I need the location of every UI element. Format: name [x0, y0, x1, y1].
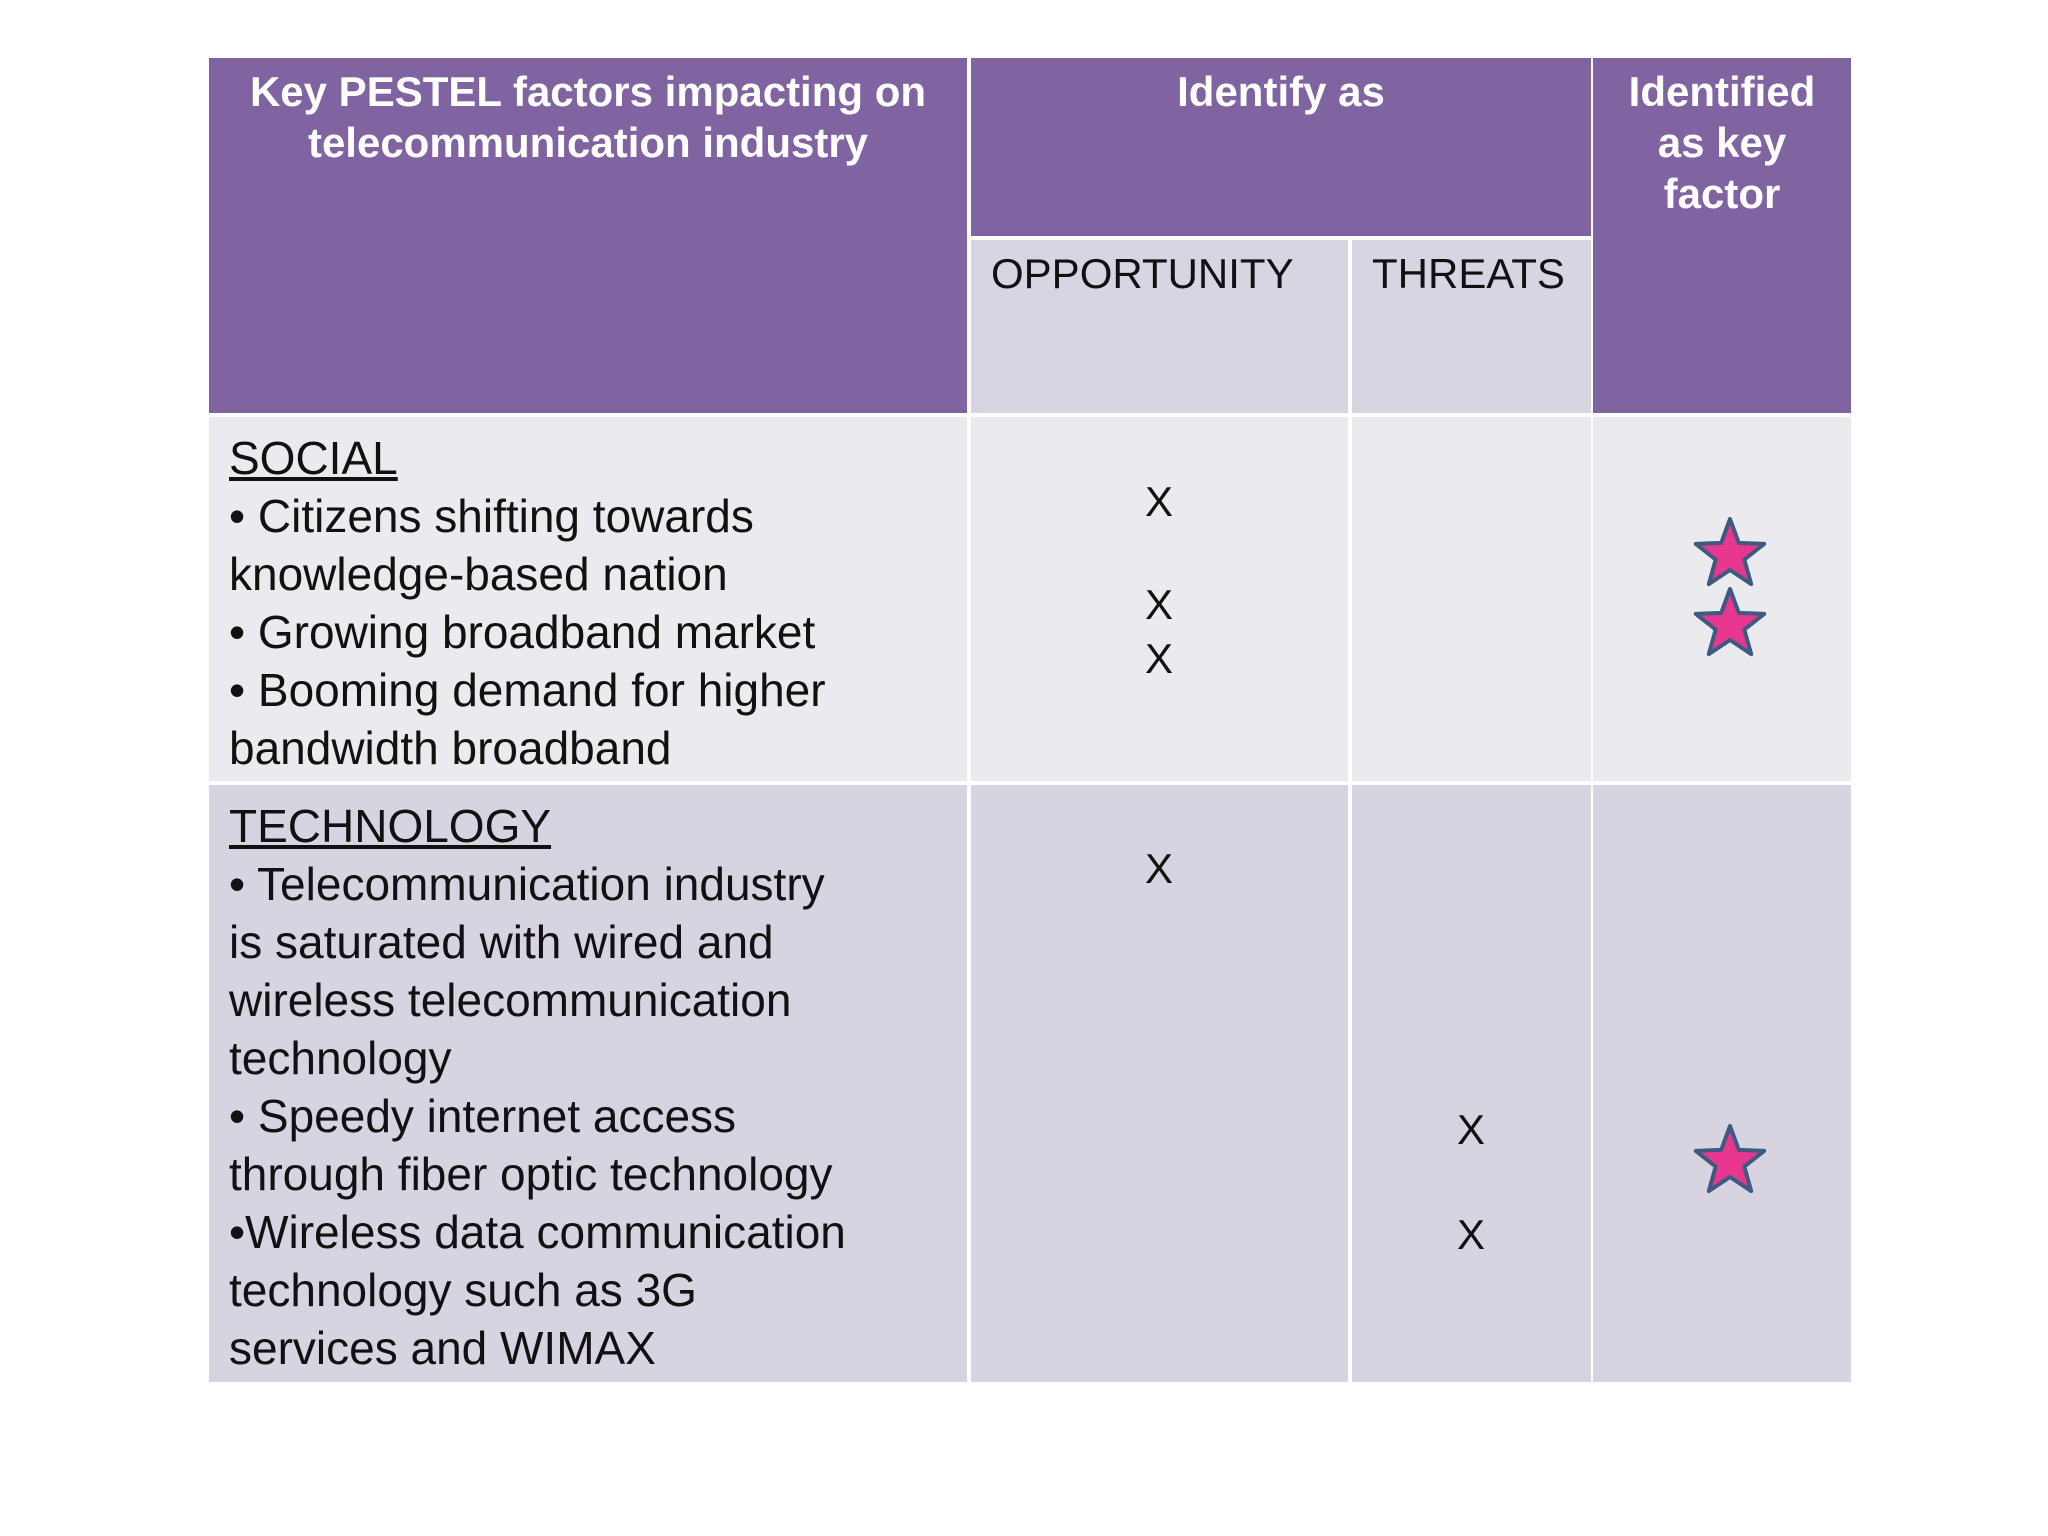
x-mark: X	[1144, 635, 1174, 682]
row-factor: TECHNOLOGY • Telecommunication industry …	[209, 785, 967, 1382]
header-identify: Identify as	[971, 58, 1591, 236]
header-line: telecommunication industry	[307, 119, 869, 166]
x-mark: X	[1144, 845, 1174, 892]
x-mark: X	[1144, 478, 1174, 525]
header-opportunity: OPPORTUNITY	[971, 240, 1348, 413]
header-factor: Key PESTEL factors impacting on telecomm…	[209, 58, 967, 413]
line: through fiber optic technology	[229, 1148, 833, 1200]
cell	[1352, 417, 1591, 781]
cell	[1593, 417, 1851, 781]
line: • Speedy internet access	[229, 1090, 737, 1142]
header-threats: THREATS	[1352, 240, 1591, 413]
line: • Booming demand for higher	[229, 664, 826, 716]
header-line: Identified	[1628, 68, 1816, 115]
line: • Telecommunication industry	[229, 858, 825, 910]
line: services and WIMAX	[229, 1322, 656, 1374]
cell	[1593, 785, 1851, 1382]
star-icon	[1693, 587, 1767, 657]
cell	[971, 417, 1348, 781]
line: is saturated with wired and	[229, 916, 774, 968]
star-icon	[1693, 1124, 1767, 1194]
cell	[1352, 785, 1591, 1382]
header-key: Identified as key factor	[1593, 58, 1851, 413]
line: wireless telecommunication	[229, 974, 792, 1026]
header-line: factor	[1663, 170, 1781, 217]
line: •Wireless data communication	[229, 1206, 846, 1258]
cell	[971, 785, 1348, 1382]
header-line: as key	[1657, 119, 1787, 166]
header-line: Key PESTEL factors impacting on	[249, 68, 927, 115]
line: technology such as 3G	[229, 1264, 697, 1316]
category: SOCIAL	[229, 432, 398, 484]
star-icon	[1693, 517, 1767, 587]
x-mark: X	[1456, 1211, 1486, 1258]
line: • Citizens shifting towards	[229, 490, 754, 542]
line: knowledge-based nation	[229, 548, 728, 600]
category: TECHNOLOGY	[229, 800, 552, 852]
line: bandwidth broadband	[229, 722, 672, 774]
x-mark: X	[1456, 1106, 1486, 1153]
line: technology	[229, 1032, 452, 1084]
line: • Growing broadband market	[229, 606, 816, 658]
row-factor: SOCIAL • Citizens shifting towards knowl…	[209, 417, 967, 781]
x-mark: X	[1144, 581, 1174, 628]
